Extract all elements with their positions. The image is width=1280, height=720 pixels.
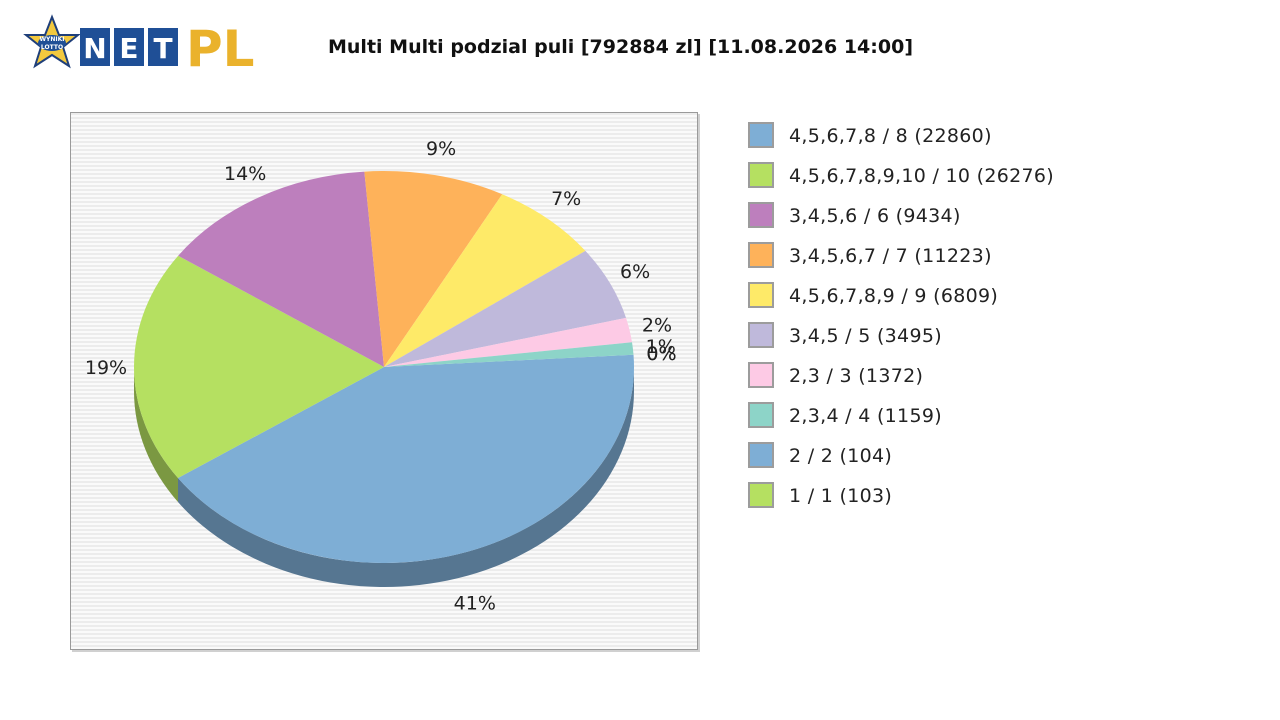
legend-swatch-1	[748, 162, 774, 188]
legend-swatch-5	[748, 322, 774, 348]
logo-letter-e: E	[119, 32, 138, 65]
legend-swatch-8	[748, 442, 774, 468]
legend-label-2: 3,4,5,6 / 6 (9434)	[789, 205, 961, 227]
legend-swatch-2	[748, 202, 774, 228]
legend-label-3: 3,4,5,6,7 / 7 (11223)	[789, 245, 992, 267]
logo-suffix: PL	[186, 20, 255, 78]
logo-letter-t: T	[153, 32, 172, 65]
legend-label-7: 2,3,4 / 4 (1159)	[789, 405, 942, 427]
legend-swatch-3	[748, 242, 774, 268]
legend-label-0: 4,5,6,7,8 / 8 (22860)	[789, 125, 992, 147]
netpl-logo: WYNIKI LOTTO N E T PL	[23, 14, 255, 78]
pie-slice-1	[133, 255, 384, 479]
pie-pct-label-0: 41%	[454, 593, 496, 615]
pie-pct-label-2: 14%	[224, 163, 266, 185]
legend-swatch-4	[748, 282, 774, 308]
legend-label-4: 4,5,6,7,8,9 / 9 (6809)	[789, 285, 999, 307]
legend-label-8: 2 / 2 (104)	[789, 445, 893, 467]
logo-badge-line1: WYNIKI	[39, 36, 64, 43]
pie-slice-4	[384, 194, 586, 367]
pie-pct-label-1: 19%	[85, 357, 127, 379]
pie-side-1	[134, 367, 178, 503]
pie-slice-2	[178, 171, 384, 367]
legend-swatch-0	[748, 122, 774, 148]
pie-slice-7	[384, 342, 634, 367]
legend-label-6: 2,3 / 3 (1372)	[789, 365, 924, 387]
pie-slice-3	[364, 171, 503, 367]
pie-pct-label-3: 9%	[426, 138, 456, 160]
logo-letter-n: N	[83, 32, 106, 65]
legend-label-9: 1 / 1 (103)	[789, 485, 893, 507]
pie-slice-6	[384, 317, 633, 367]
pie-pct-label-7: 1%	[646, 336, 676, 358]
chart-title: Multi Multi podzial puli [792884 zl] [11…	[328, 36, 914, 58]
pie-chart: 41%19%14%9%7%6%2%1%0%0%	[85, 138, 677, 615]
pie-pct-label-4: 7%	[551, 188, 581, 210]
legend-label-1: 4,5,6,7,8,9,10 / 10 (26276)	[789, 165, 1055, 187]
pie-pct-label-5: 6%	[620, 261, 650, 283]
pie-side-0	[177, 367, 635, 587]
pie-slice-5	[384, 250, 627, 367]
legend-swatch-9	[748, 482, 774, 508]
legend-swatch-7	[748, 402, 774, 428]
pie-pct-label-8: 0%	[646, 343, 676, 365]
pie-pct-label-9: 0%	[646, 343, 676, 365]
pie-slice-0	[177, 354, 634, 563]
pie-pct-label-6: 2%	[642, 315, 672, 337]
logo-badge-line2: LOTTO	[41, 44, 63, 51]
legend-label-5: 3,4,5 / 5 (3495)	[789, 325, 942, 347]
legend-swatch-6	[748, 362, 774, 388]
plot-area: 41% 19% 14% 9% 7% 6% 2% 1% 0% 0%	[70, 112, 698, 650]
